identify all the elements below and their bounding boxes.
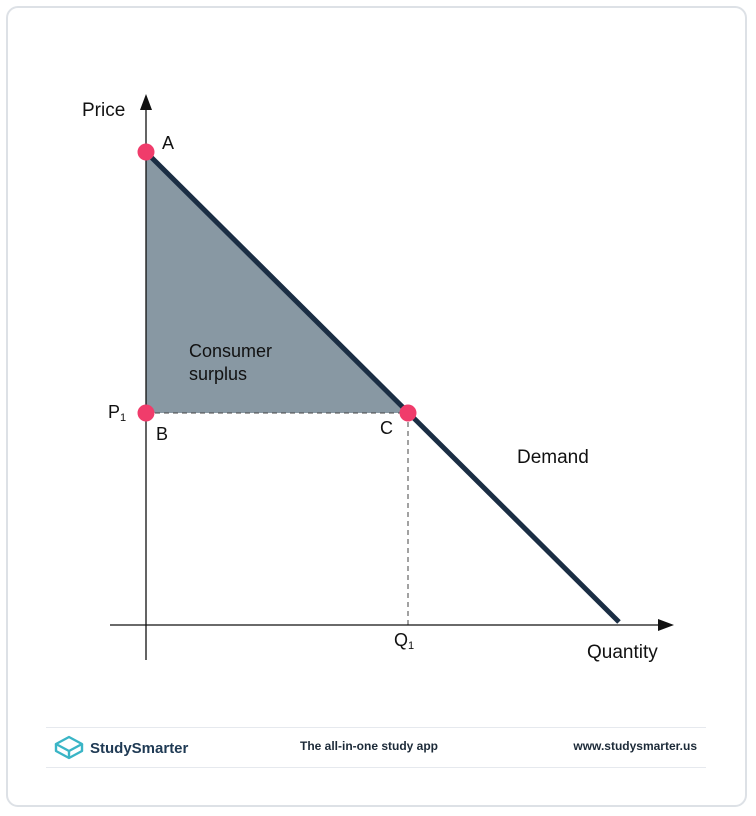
- point-b-label: B: [156, 424, 168, 444]
- point-c-label: C: [380, 418, 393, 438]
- quantity-q1-label: Q1: [394, 630, 414, 652]
- x-axis-label: Quantity: [587, 642, 658, 663]
- price-label: P: [108, 402, 120, 422]
- y-axis-arrow-icon: [140, 94, 152, 110]
- surplus-label-line1: Consumer: [189, 341, 272, 361]
- point-a-label: A: [162, 133, 174, 153]
- x-axis-arrow-icon: [658, 619, 674, 631]
- point-c: [399, 404, 417, 422]
- quantity-label: Q: [394, 630, 408, 650]
- website-link[interactable]: www.studysmarter.us: [573, 739, 697, 753]
- demand-label: Demand: [517, 447, 589, 468]
- tagline: The all-in-one study app: [300, 739, 439, 753]
- price-subscript: 1: [120, 412, 126, 424]
- studysmarter-logo-icon: [54, 735, 84, 760]
- demand-curve: [144, 150, 621, 624]
- quantity-subscript: 1: [408, 640, 414, 652]
- surplus-label-line2: surplus: [189, 364, 247, 384]
- point-a: [137, 143, 155, 161]
- y-axis-label: Price: [82, 100, 125, 121]
- point-b: [137, 404, 155, 422]
- price-p1-label: P1: [108, 402, 126, 424]
- brand: StudySmarter: [54, 735, 188, 761]
- footer-bar: StudySmarter The all-in-one study app ww…: [46, 727, 706, 768]
- brand-name: StudySmarter: [90, 739, 189, 757]
